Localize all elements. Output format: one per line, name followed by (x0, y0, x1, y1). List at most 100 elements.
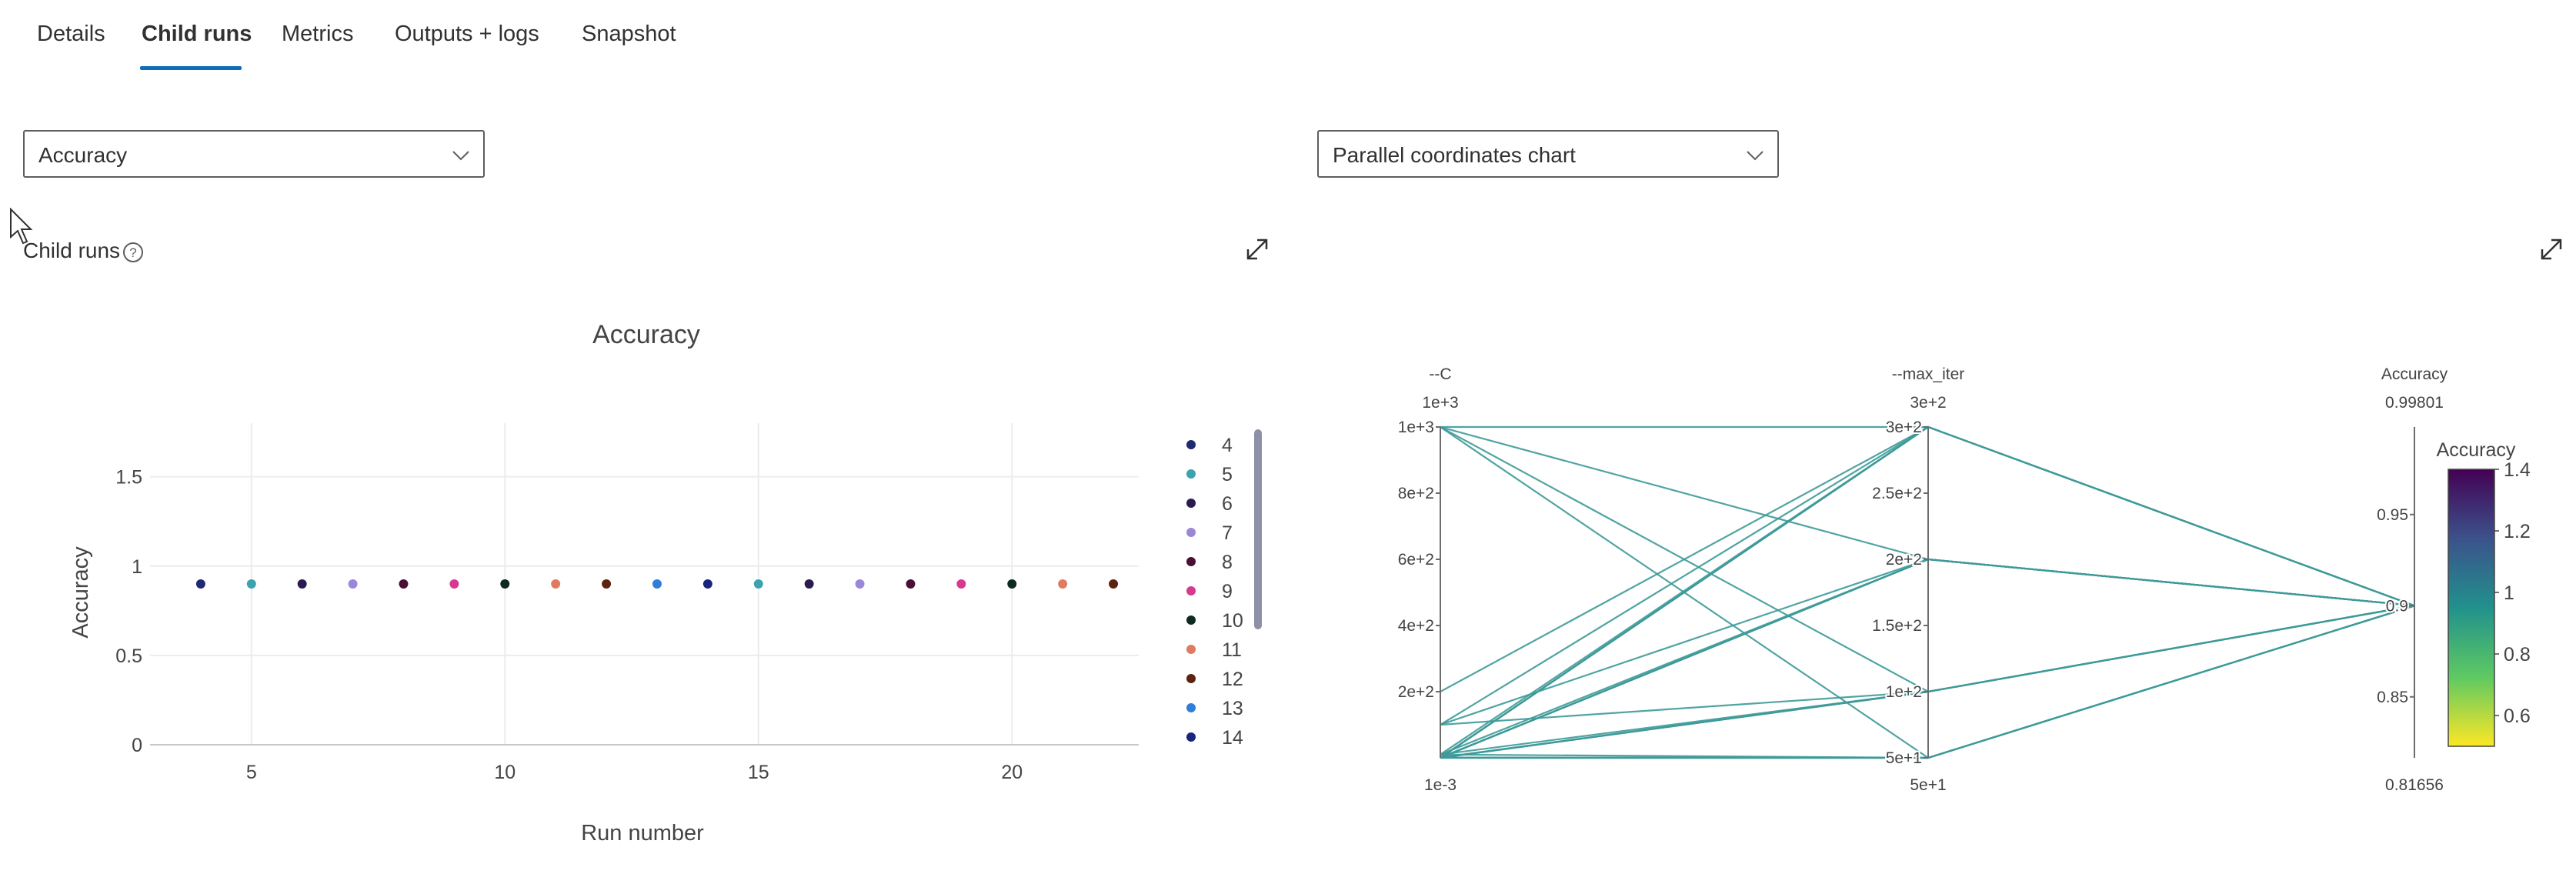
y-tick-label: 1.5 (115, 467, 142, 489)
y-tick-label: 1 (132, 556, 142, 578)
legend-marker (1186, 645, 1196, 654)
data-point[interactable] (500, 579, 510, 589)
chart-type-dropdown-value: Parallel coordinates chart (1333, 143, 1576, 167)
legend-item[interactable]: 9 (1186, 581, 1233, 602)
legend-item[interactable]: 6 (1186, 493, 1233, 515)
data-point[interactable] (399, 579, 409, 589)
x-tick-label: 10 (494, 762, 516, 783)
legend-label: 13 (1222, 698, 1243, 719)
pc-axis-max-label: 0.99801 (2385, 394, 2444, 412)
legend-item[interactable]: 5 (1186, 464, 1233, 485)
data-point[interactable] (551, 579, 561, 589)
legend-marker (1186, 499, 1196, 508)
x-axis-label: Run number (581, 821, 704, 846)
tab-outputs-logs[interactable]: Outputs + logs (395, 22, 539, 46)
y-axis-label: Accuracy (68, 546, 93, 639)
legend-scrollbar[interactable] (1254, 429, 1262, 629)
legend-marker (1186, 440, 1196, 449)
tab-metrics[interactable]: Metrics (282, 22, 354, 46)
legend-item[interactable]: 8 (1186, 552, 1233, 573)
legend-label: 5 (1222, 464, 1233, 485)
legend-item[interactable]: 11 (1186, 639, 1242, 661)
data-point[interactable] (297, 579, 307, 589)
colorbar (2448, 469, 2495, 747)
data-point[interactable] (602, 579, 612, 589)
data-point[interactable] (702, 579, 712, 589)
chevron-down-icon (1747, 151, 1763, 161)
parallel-coordinates-chart: --C 1e+3 1e-3 1e+3 8e+2 6e+2 4e+2 2e+2 --max_ite… (1396, 365, 2531, 794)
pc-tick-label: 0.85 (2377, 689, 2408, 706)
chart-title: Accuracy (592, 320, 700, 349)
data-point[interactable] (855, 579, 865, 589)
legend-marker (1186, 528, 1196, 537)
pc-axis-max-label: 3e+2 (1910, 394, 1946, 412)
tab-details[interactable]: Details (37, 22, 105, 46)
colorbar-tick-label: 1.2 (2504, 521, 2531, 542)
pc-tick-label: 2.5e+2 (1872, 485, 1922, 502)
pc-tick-label: 0.9 (2386, 597, 2408, 615)
pc-tick-label: 2e+2 (1886, 551, 1922, 569)
data-point[interactable] (449, 579, 459, 589)
data-point[interactable] (906, 579, 916, 589)
pc-tick-label: 0.95 (2377, 506, 2408, 524)
legend-label: 7 (1222, 522, 1233, 544)
data-point[interactable] (1007, 579, 1017, 589)
legend-label: 8 (1222, 552, 1233, 573)
colorbar-tick-label: 1.4 (2504, 459, 2531, 481)
legend-label: 14 (1222, 727, 1243, 749)
legend-marker (1186, 557, 1196, 566)
legend-item[interactable]: 14 (1186, 727, 1243, 749)
metric-dropdown[interactable]: Accuracy (23, 130, 485, 178)
legend-item[interactable]: 12 (1186, 669, 1243, 690)
svg-text:?: ? (129, 245, 136, 260)
section-title: Child runs (23, 239, 121, 262)
pc-tick-label: 2e+2 (1398, 683, 1434, 701)
expand-icon[interactable] (2538, 235, 2565, 263)
data-point[interactable] (246, 579, 256, 589)
data-point[interactable] (652, 579, 662, 589)
legend-label: 9 (1222, 581, 1233, 602)
accuracy-scatter-chart: Accuracy 5 10 15 20 0 0.5 1 1.5 Run number Accu… (68, 320, 1262, 846)
legend-label: 6 (1222, 493, 1233, 515)
pc-axis-title: --max_iter (1892, 365, 1965, 383)
data-point[interactable] (348, 579, 358, 589)
legend-label: 12 (1222, 669, 1243, 690)
legend-item[interactable]: 7 (1186, 522, 1233, 544)
legend-marker (1186, 703, 1196, 712)
x-tick-label: 15 (748, 762, 769, 783)
metric-dropdown-value: Accuracy (38, 143, 128, 167)
help-icon[interactable]: ? (122, 242, 144, 263)
legend-item[interactable]: 10 (1186, 610, 1243, 632)
data-point[interactable] (195, 579, 205, 589)
pc-axis-min-label: 1e-3 (1424, 776, 1457, 794)
legend-marker (1186, 674, 1196, 683)
pc-tick-label: 4e+2 (1398, 617, 1434, 635)
data-point[interactable] (956, 579, 966, 589)
legend-label: 11 (1222, 639, 1242, 661)
chart-type-dropdown[interactable]: Parallel coordinates chart (1317, 130, 1779, 178)
colorbar-title: Accuracy (2437, 439, 2516, 461)
tab-snapshot[interactable]: Snapshot (582, 22, 676, 46)
pc-tick-label: 5e+1 (1886, 749, 1922, 767)
legend-item[interactable]: 4 (1186, 435, 1233, 456)
legend-item[interactable]: 13 (1186, 698, 1243, 719)
pc-axis-title: Accuracy (2381, 365, 2448, 383)
active-tab-indicator (140, 66, 242, 70)
colorbar-tick-label: 0.8 (2504, 644, 2531, 665)
x-tick-label: 5 (246, 762, 257, 783)
x-tick-label: 20 (1001, 762, 1023, 783)
data-point[interactable] (1058, 579, 1068, 589)
tab-bar: Details Child runs Metrics Outputs + log… (0, 0, 2576, 77)
legend-marker (1186, 615, 1196, 625)
pc-axis-title: --C (1429, 365, 1451, 383)
pc-axis-min-label: 0.81656 (2385, 776, 2444, 794)
legend-label: 10 (1222, 610, 1243, 632)
expand-icon[interactable] (1243, 235, 1271, 263)
pc-tick-label: 8e+2 (1398, 485, 1434, 502)
data-point[interactable] (753, 579, 763, 589)
data-point[interactable] (804, 579, 814, 589)
tab-child-runs[interactable]: Child runs (142, 22, 252, 46)
y-tick-label: 0.5 (115, 645, 142, 667)
pc-tick-label: 1e+3 (1398, 419, 1434, 436)
data-point[interactable] (1109, 579, 1119, 589)
